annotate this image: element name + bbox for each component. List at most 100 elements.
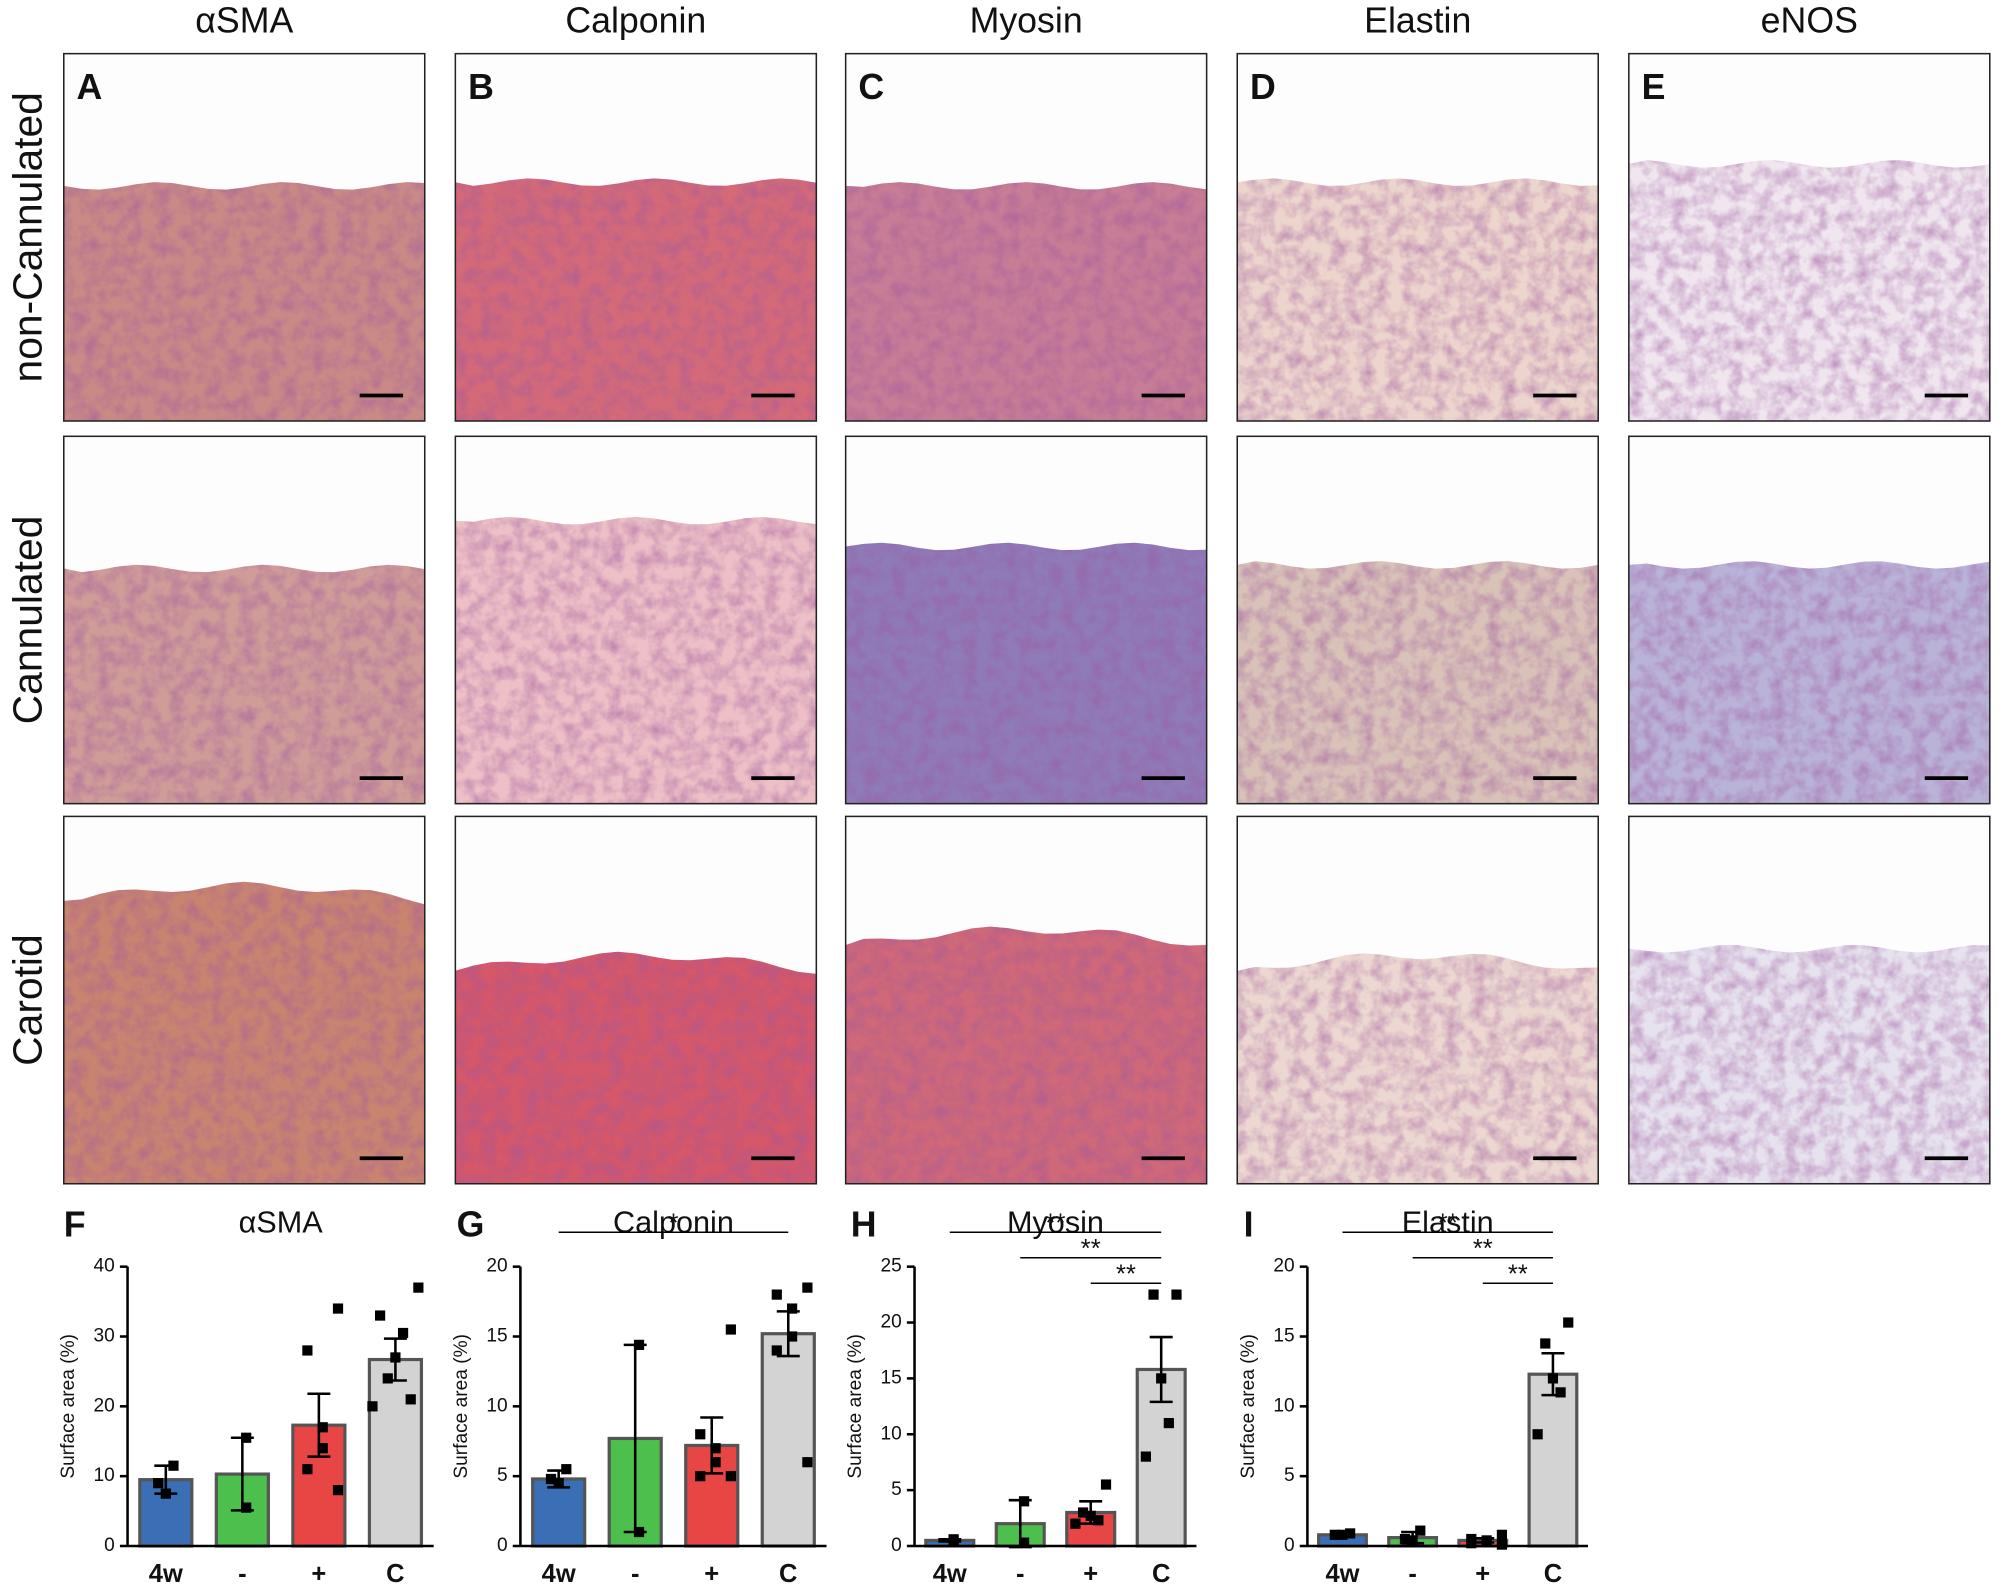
panel-letter: B — [468, 67, 494, 107]
data-point — [241, 1502, 252, 1513]
data-point — [1329, 1529, 1340, 1540]
y-tick-label: 10 — [1273, 1395, 1294, 1416]
data-point — [1093, 1515, 1104, 1526]
micrograph-border — [454, 435, 818, 805]
data-point — [771, 1345, 782, 1356]
data-point — [241, 1432, 252, 1443]
data-point — [786, 1303, 798, 1314]
y-tick-label: 15 — [486, 1326, 507, 1347]
micrograph-border — [63, 815, 426, 1185]
significance-label: ** — [1046, 1209, 1066, 1237]
x-tick-label: C — [1544, 1560, 1562, 1588]
data-point — [1496, 1539, 1508, 1550]
data-point — [332, 1485, 344, 1496]
data-point — [1496, 1529, 1508, 1540]
y-tick-label: 15 — [1273, 1326, 1294, 1347]
micrograph-border — [844, 435, 1208, 805]
data-point — [1532, 1429, 1543, 1440]
data-point — [725, 1471, 736, 1482]
y-tick-label: 15 — [881, 1367, 902, 1388]
data-point — [1018, 1496, 1030, 1507]
x-tick-label: C — [1152, 1560, 1170, 1588]
bar — [1527, 1372, 1579, 1548]
y-tick-label: 40 — [94, 1256, 115, 1277]
data-point — [1085, 1510, 1096, 1521]
data-point — [168, 1460, 179, 1471]
y-tick-label: 10 — [94, 1465, 115, 1486]
tissue-texture — [455, 516, 817, 804]
y-tick-label: 20 — [94, 1395, 115, 1416]
significance-label: ** — [1438, 1209, 1458, 1237]
tissue-texture — [63, 881, 425, 1184]
micrograph — [454, 435, 818, 805]
tissue-texture — [1237, 178, 1599, 421]
micrograph-border — [63, 435, 426, 805]
data-point — [1540, 1338, 1551, 1349]
micrograph-border — [1628, 815, 1991, 1185]
micrograph-border — [1628, 435, 1991, 805]
data-point — [1148, 1289, 1159, 1300]
micrograph-border — [1236, 52, 1599, 422]
x-tick-label: - — [1016, 1560, 1025, 1588]
data-point — [786, 1331, 798, 1342]
tissue-texture — [845, 542, 1207, 804]
data-point — [1337, 1529, 1348, 1540]
micrograph-border — [454, 815, 818, 1185]
bar — [760, 1332, 816, 1548]
data-point — [302, 1345, 313, 1356]
significance-label: * — [669, 1209, 679, 1237]
tissue-texture — [1628, 160, 1990, 421]
panel-letter: G — [457, 1205, 485, 1245]
micrograph: C — [844, 52, 1208, 422]
data-point — [1345, 1528, 1356, 1539]
y-tick-label: 0 — [1284, 1535, 1295, 1556]
y-tick-label: 5 — [891, 1479, 902, 1500]
tissue-texture — [63, 564, 425, 804]
data-point — [561, 1464, 572, 1475]
data-point — [390, 1352, 401, 1363]
bar — [367, 1357, 424, 1548]
tissue-texture — [1237, 953, 1599, 1184]
data-point — [317, 1443, 328, 1454]
data-point — [1156, 1373, 1167, 1384]
panel-letter: F — [64, 1205, 86, 1245]
panel-letter: I — [1244, 1205, 1254, 1245]
significance-label: ** — [1473, 1235, 1493, 1263]
micrograph-border — [844, 815, 1208, 1185]
y-tick-label: 20 — [486, 1256, 507, 1277]
y-tick-label: 20 — [881, 1312, 902, 1333]
data-point — [1070, 1518, 1081, 1529]
data-point — [317, 1422, 328, 1433]
tissue-texture — [63, 182, 425, 421]
x-tick-label: + — [1475, 1560, 1490, 1588]
y-axis-label: Surface area (%) — [58, 1334, 79, 1479]
y-tick-label: 20 — [1273, 1256, 1294, 1277]
data-point — [1077, 1507, 1089, 1518]
data-point — [1555, 1387, 1566, 1398]
y-tick-label: 30 — [94, 1326, 115, 1347]
row-label: Carotid — [4, 934, 50, 1066]
tissue-texture — [845, 926, 1207, 1184]
column-title: Myosin — [970, 0, 1083, 40]
column-title: Calponin — [565, 0, 706, 40]
chart-title: Myosin — [1007, 1206, 1104, 1240]
x-tick-label: - — [631, 1560, 640, 1588]
data-point — [367, 1401, 378, 1412]
data-point — [1171, 1289, 1182, 1300]
data-point — [382, 1373, 393, 1384]
data-point — [1140, 1451, 1151, 1462]
data-point — [1466, 1538, 1477, 1549]
chart-title: Calponin — [613, 1206, 734, 1240]
data-point — [1100, 1479, 1112, 1490]
data-point — [948, 1535, 959, 1546]
x-tick-label: 4w — [933, 1560, 967, 1588]
x-tick-label: 4w — [542, 1560, 576, 1588]
micrograph — [1628, 815, 1991, 1185]
tissue-texture — [1237, 561, 1599, 804]
micrograph — [1628, 435, 1991, 805]
data-point — [633, 1526, 645, 1538]
micrograph-border — [63, 52, 426, 422]
data-point — [1407, 1535, 1418, 1546]
y-axis-label: Surface area (%) — [1238, 1334, 1259, 1479]
